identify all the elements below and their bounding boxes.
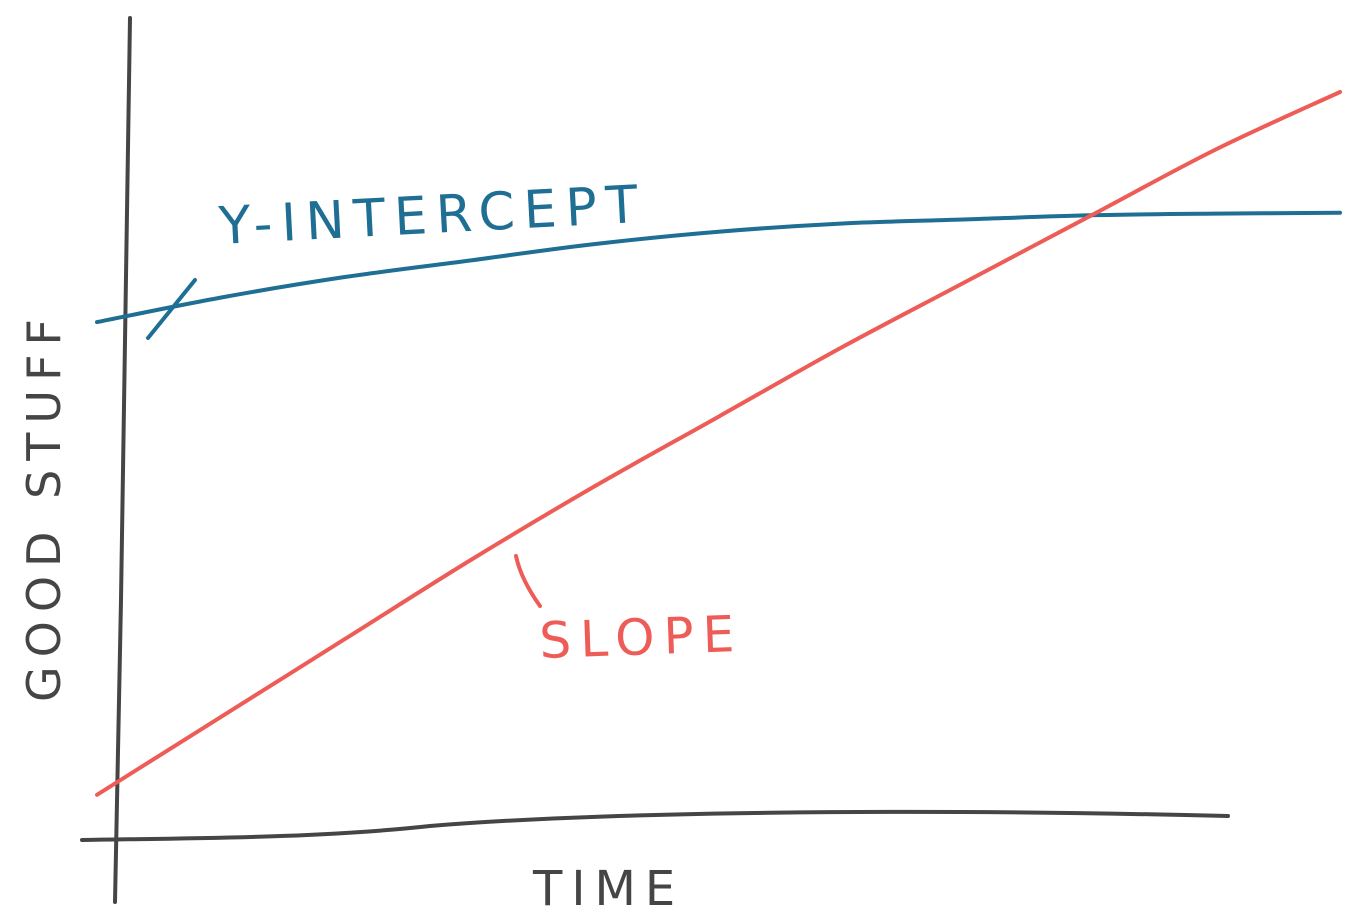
slope-pointer: [514, 554, 542, 608]
series-line-1: [95, 90, 1342, 797]
x-axis-line: [80, 809, 1230, 842]
series-line-0: [95, 210, 1342, 325]
x-axis-title: TIME: [532, 861, 684, 917]
series-layer: [95, 90, 1342, 797]
y-axis-title: GOOD STUFF: [17, 310, 71, 702]
y-axis-line: [113, 16, 132, 904]
y-intercept-pointer: [146, 278, 197, 340]
slope-annotation: SLOPE: [538, 605, 744, 670]
